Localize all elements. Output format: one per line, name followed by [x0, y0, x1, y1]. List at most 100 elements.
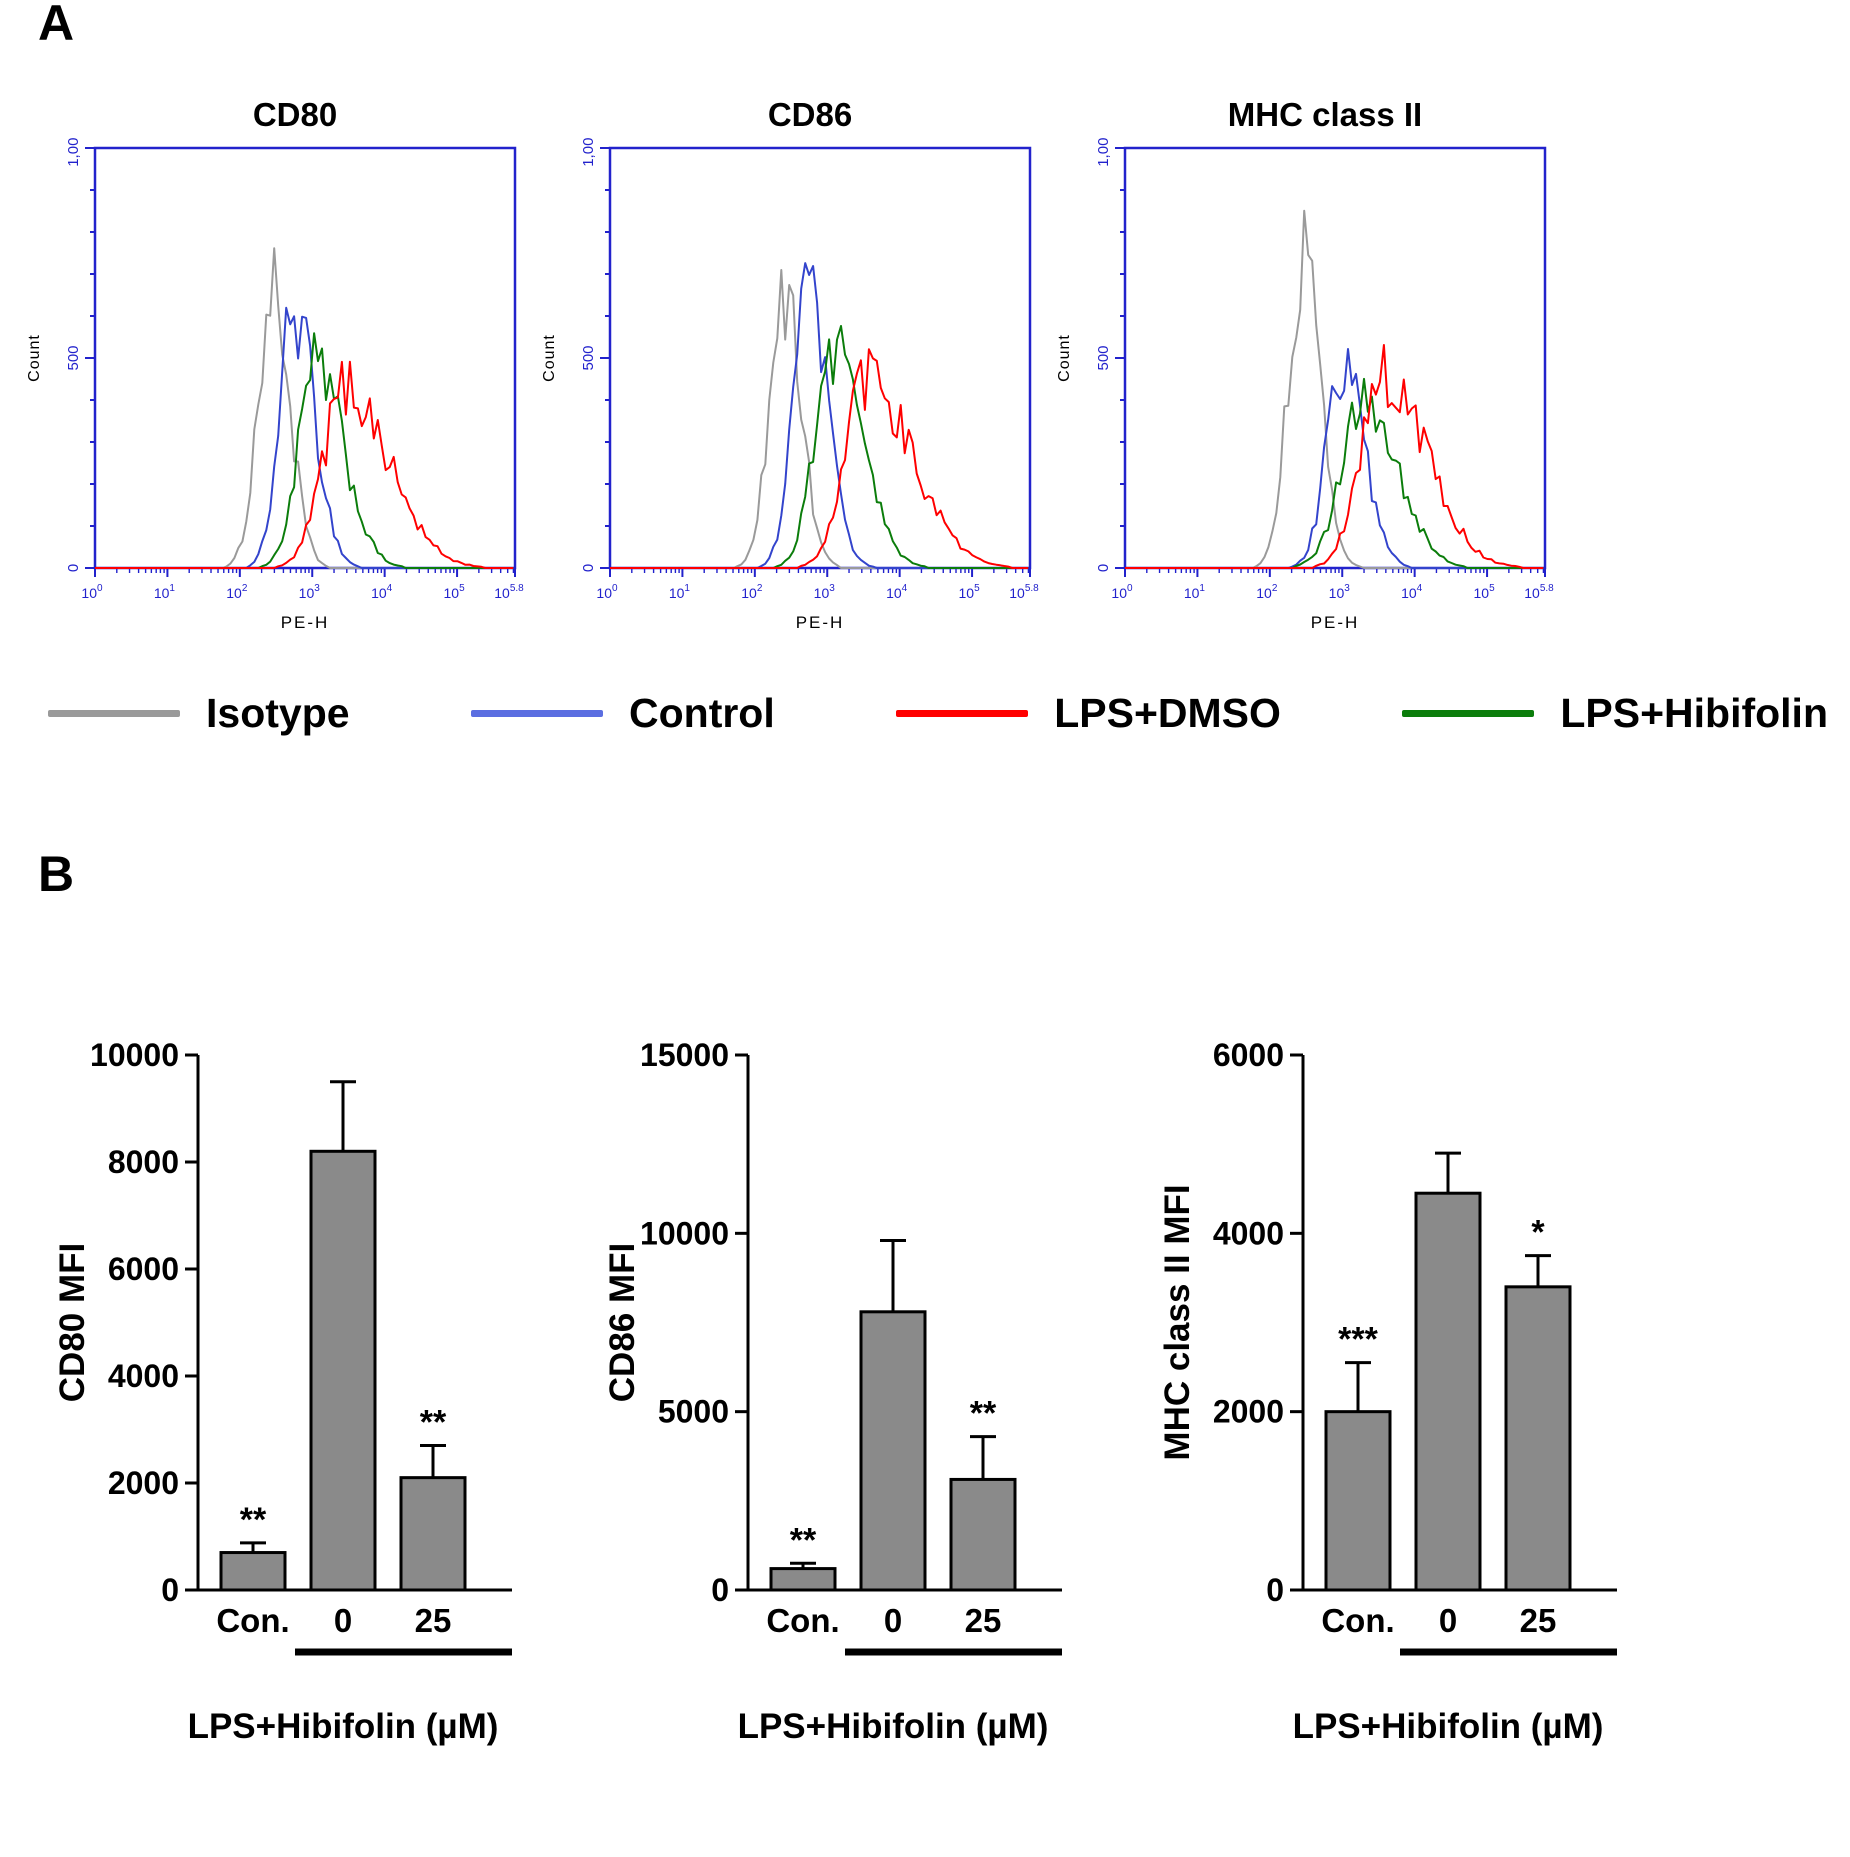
- x-category-label: 0: [1439, 1602, 1457, 1639]
- y-axis: 0 500 1,000: [1095, 129, 1125, 572]
- histogram-title-cd80: CD80: [252, 96, 338, 133]
- histogram-title-mhc: MHC class II: [1227, 96, 1423, 133]
- significance-stars: *: [1531, 1214, 1545, 1252]
- x-tick-label: 100: [81, 583, 103, 601]
- histogram-plot-cd86: 0 500 1,000 Count 100 101 102 103 104 105 105.8 PE-…: [530, 129, 1090, 638]
- x-tick-label: 100: [1111, 583, 1133, 601]
- x-tick-label-end: 105.8: [1009, 583, 1039, 601]
- y-tick-label: 500: [1095, 345, 1112, 370]
- x-tick-label: 101: [154, 583, 176, 601]
- y-axis-title: Count: [26, 334, 43, 382]
- curve-isotype: [95, 247, 514, 569]
- y-tick-label: 2000: [108, 1465, 179, 1501]
- legend-item-lps-dmso: LPS+DMSO: [896, 690, 1281, 737]
- significance-stars: ***: [1338, 1321, 1378, 1359]
- y-tick-label: 6000: [108, 1251, 179, 1287]
- x-axis: 100 101 102 103 104 105 105.8: [1111, 568, 1554, 601]
- y-tick-label: 500: [65, 345, 82, 370]
- y-tick-label: 4000: [108, 1358, 179, 1394]
- y-tick-label: 8000: [108, 1144, 179, 1180]
- x-tick-label: 104: [1401, 583, 1423, 601]
- y-tick-label: 0: [711, 1572, 729, 1608]
- isotype-line-swatch: [48, 710, 180, 717]
- x-tick-label: 101: [669, 583, 691, 601]
- histogram-svg: 0 500 1,000 Count 100 101 102 103 104 105 105.8 PE-…: [26, 129, 524, 632]
- x-category-label: Con.: [766, 1602, 839, 1639]
- curve-lps-dmso: [95, 360, 514, 569]
- y-axis: 0 500 1,000: [580, 129, 610, 572]
- x-tick-label-end: 105.8: [1524, 583, 1554, 601]
- curve-control: [610, 262, 1029, 569]
- x-tick-label-end: 105.8: [494, 583, 524, 601]
- y-tick-label: 6000: [1213, 1037, 1284, 1073]
- histogram-plot-cd80: 0 500 1,000 Count 100 101 102 103 104 105 105.8 PE-…: [15, 129, 575, 638]
- x-tick-label: 105: [1473, 583, 1495, 601]
- significance-stars: **: [790, 1521, 817, 1559]
- histogram-plot-mhc: 0 500 1,000 Count 100 101 102 103 104 105 105.8 PE-…: [1045, 129, 1605, 638]
- x-axis-title: PE-H: [1311, 613, 1360, 632]
- bar-25: [949, 1477, 1017, 1592]
- y-tick-label: 0: [161, 1572, 179, 1608]
- curve-control: [95, 306, 514, 569]
- histogram-title-cd86: CD86: [767, 96, 853, 133]
- plot-frame: [1123, 146, 1547, 570]
- x-category-label: Con.: [1321, 1602, 1394, 1639]
- y-tick-label: 1,000: [580, 138, 597, 167]
- curve-control: [1125, 348, 1544, 569]
- legend-item-lps-hibifolin: LPS+Hibifolin: [1402, 690, 1828, 737]
- y-tick-label: 0: [580, 564, 597, 572]
- x-tick-label: 102: [741, 583, 763, 601]
- y-axis-title: CD80 MFI: [53, 1243, 92, 1402]
- x-tick-label: 104: [371, 583, 393, 601]
- x-axis-title: PE-H: [281, 613, 330, 632]
- y-tick-label: 15000: [640, 1037, 729, 1073]
- x-tick-label: 104: [886, 583, 908, 601]
- x-tick-label: 105: [958, 583, 980, 601]
- bar-chart-cd86-mfi: 0 5000 10000 15000 CD86 MFI ** Con. 0 ** 25 LPS+Hi…: [590, 1005, 1170, 1785]
- y-tick-label: 500: [580, 345, 597, 370]
- y-axis-title: MHC class II MFI: [1158, 1184, 1197, 1460]
- bar-chart-svg: 0 5000 10000 15000 CD86 MFI ** Con. 0 ** 25 LPS+Hi…: [603, 1037, 1062, 1746]
- legend-label-lps-hibifolin: LPS+Hibifolin: [1560, 690, 1828, 736]
- x-category-label: 0: [884, 1602, 902, 1639]
- x-axis-title: LPS+Hibifolin (µM): [1293, 1707, 1604, 1746]
- y-tick-label: 5000: [658, 1394, 729, 1430]
- y-tick-label: 4000: [1213, 1215, 1284, 1251]
- x-category-label: 25: [415, 1602, 452, 1639]
- y-axis-title: Count: [1056, 334, 1073, 382]
- significance-stars: **: [970, 1395, 997, 1433]
- x-axis: 100 101 102 103 104 105 105.8: [596, 568, 1039, 601]
- y-axis-title: Count: [541, 334, 558, 382]
- x-category-label: 25: [965, 1602, 1002, 1639]
- bar-25: [399, 1476, 467, 1592]
- bar-0: [1414, 1191, 1482, 1592]
- plot-frame: [93, 146, 517, 570]
- bar-0: [859, 1310, 927, 1592]
- x-axis-title: PE-H: [796, 613, 845, 632]
- x-tick-label: 103: [1329, 583, 1351, 601]
- curve-isotype: [610, 269, 1029, 569]
- histogram-svg: 0 500 1,000 Count 100 101 102 103 104 105 105.8 PE-…: [1056, 129, 1554, 632]
- bar-chart-svg: 0 2000 4000 6000 MHC class II MFI *** Con. 0 * 25…: [1158, 1037, 1617, 1746]
- y-axis: 0 500 1,000: [65, 129, 95, 572]
- x-tick-label: 102: [1256, 583, 1278, 601]
- x-tick-label: 105: [443, 583, 465, 601]
- x-category-label: 25: [1520, 1602, 1557, 1639]
- x-tick-label: 100: [596, 583, 618, 601]
- x-axis-title: LPS+Hibifolin (µM): [738, 1707, 1049, 1746]
- y-tick-label: 10000: [640, 1215, 729, 1251]
- panel-b-label: B: [38, 846, 75, 902]
- curve-lps-dmso: [610, 348, 1029, 569]
- y-tick-label: 10000: [90, 1037, 179, 1073]
- legend-item-control: Control: [471, 690, 775, 737]
- x-category-label: Con.: [216, 1602, 289, 1639]
- y-tick-label: 1,000: [1095, 138, 1112, 167]
- x-tick-label: 103: [814, 583, 836, 601]
- y-tick-label: 0: [1095, 564, 1112, 572]
- bar-chart-cd80-mfi: 0 2000 4000 6000 8000 10000 CD80 MFI ** Con. 0 ** 2…: [40, 1005, 620, 1785]
- lps-dmso-line-swatch: [896, 710, 1029, 717]
- bar-chart-mhc-mfi: 0 2000 4000 6000 MHC class II MFI *** Con. 0 * 25…: [1145, 1005, 1725, 1785]
- bar-25: [1504, 1285, 1572, 1592]
- bar-chart-svg: 0 2000 4000 6000 8000 10000 CD80 MFI ** Con. 0 ** 2…: [53, 1037, 512, 1746]
